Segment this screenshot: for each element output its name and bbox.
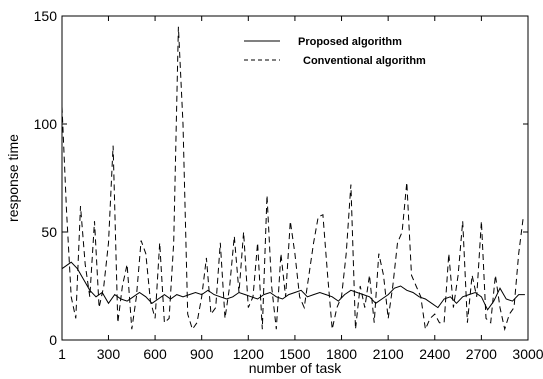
axis-ticks: 1 300 600 900 1200 1500 1800 2100 2400 2700 3000 0 5… xyxy=(34,8,543,362)
x-tick-label: 1200 xyxy=(233,346,264,362)
series-line-conventional xyxy=(61,26,524,332)
x-tick-label: 1 xyxy=(58,346,66,362)
x-tick-label: 900 xyxy=(190,346,214,362)
y-tick-label: 0 xyxy=(49,332,57,348)
y-tick-label: 150 xyxy=(34,8,58,24)
x-axis-label: number of task xyxy=(249,360,343,376)
series-line-proposed xyxy=(61,261,525,311)
legend-label-conventional: Conventional algorithm xyxy=(303,55,426,67)
x-tick-label: 2100 xyxy=(373,346,404,362)
series-layer xyxy=(61,26,525,332)
plot-area: 1 300 600 900 1200 1500 1800 2100 2400 2700 3000 0 5… xyxy=(34,8,543,362)
x-tick-label: 2700 xyxy=(466,346,497,362)
x-tick-label: 300 xyxy=(97,346,121,362)
x-tick-label: 600 xyxy=(143,346,167,362)
y-tick-label: 50 xyxy=(41,224,57,240)
x-tick-label: 1800 xyxy=(326,346,357,362)
x-tick-label: 1500 xyxy=(279,346,310,362)
legend: Proposed algorithm Conventional algorith… xyxy=(244,36,426,67)
legend-label-proposed: Proposed algorithm xyxy=(298,36,402,48)
x-tick-label: 3000 xyxy=(512,346,543,362)
x-tick-label: 2400 xyxy=(419,346,450,362)
y-axis-label: response time xyxy=(5,134,21,222)
y-tick-label: 100 xyxy=(34,116,58,132)
plot-frame xyxy=(61,15,529,341)
